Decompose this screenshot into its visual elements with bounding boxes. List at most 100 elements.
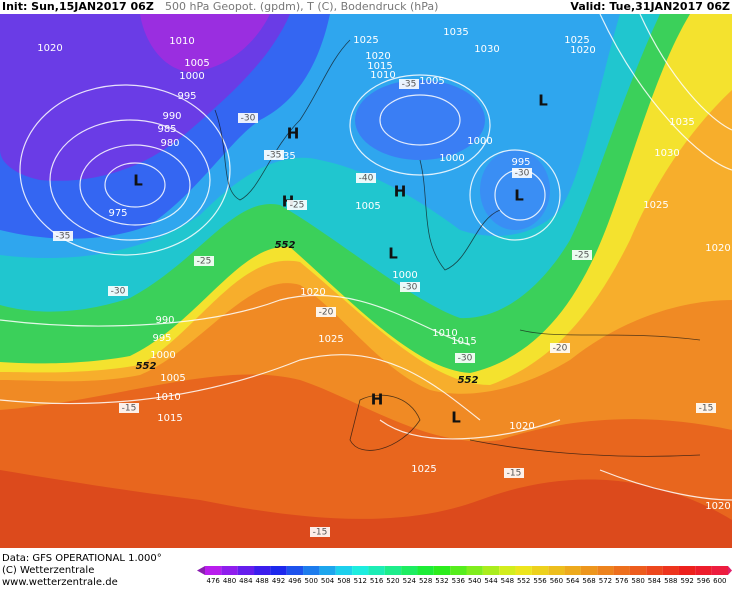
colorbar-arrow-left: [197, 566, 205, 575]
temperature-label: -25: [197, 257, 212, 267]
colorbar-label: 500: [305, 577, 318, 585]
temperature-label-box: [572, 250, 592, 260]
colorbar-swatch: [531, 566, 549, 575]
temperature-label-box: [310, 527, 330, 537]
isobar-label: 975: [108, 208, 127, 219]
isobar-label: 995: [152, 333, 171, 344]
colorbar-label: 536: [452, 577, 466, 585]
isobar-label: 1000: [179, 71, 204, 82]
temperature-label-box: [264, 150, 284, 160]
temperature-label-box: [287, 200, 307, 210]
pressure-center: L: [514, 187, 524, 205]
colorbar-swatch: [352, 566, 369, 575]
isobar-label: 1010: [169, 36, 194, 47]
isobar-label: 1025: [643, 200, 668, 211]
colorbar-swatch: [613, 566, 630, 575]
colorbar-label: 488: [256, 577, 269, 585]
isobar-label: 1020: [365, 51, 390, 62]
temperature-label-box: [356, 173, 376, 183]
colorbar-label: 504: [321, 577, 335, 585]
colorbar-label: 596: [697, 577, 711, 585]
website: www.wetterzentrale.de: [2, 577, 118, 587]
colorbar-label: 548: [501, 577, 514, 585]
colorbar-swatch: [564, 566, 581, 575]
colorbar-swatch: [286, 566, 304, 575]
pressure-center: L: [538, 92, 548, 110]
isobar-label: 1010: [155, 392, 180, 403]
temperature-label: -30: [403, 283, 418, 293]
pressure-center: H: [371, 391, 384, 409]
colorbar-label: 524: [403, 577, 417, 585]
temperature-label: -30: [458, 354, 473, 364]
temperature-label-box: [400, 282, 420, 292]
colorbar-label: 588: [664, 577, 677, 585]
data-source: Data: GFS OPERATIONAL 1.000°: [2, 553, 162, 564]
colorbar-swatch: [270, 566, 287, 575]
temperature-label: -30: [111, 287, 126, 297]
temperature-label-box: [238, 113, 258, 123]
colorbar-swatch: [482, 566, 500, 575]
colorbar-swatch: [466, 566, 483, 575]
temperature-label-box: [108, 286, 128, 296]
colorbar-label: 476: [206, 577, 220, 585]
colorbar-label: 496: [288, 577, 302, 585]
temperature-label-box: [119, 403, 139, 413]
colorbar-label: 540: [468, 577, 481, 585]
copyright: (C) Wetterzentrale: [2, 565, 94, 576]
temperature-label: -15: [313, 528, 328, 538]
isobar-label: 1020: [509, 421, 534, 432]
temperature-label: -30: [515, 169, 530, 179]
colorbar-label: 528: [419, 577, 432, 585]
colorbar-swatch: [515, 566, 532, 575]
temperature-label: -15: [507, 469, 522, 479]
colorbar-swatch: [450, 566, 467, 575]
colorbar-swatch: [335, 566, 353, 575]
valid-time: Valid: Tue,31JAN2017 06Z: [570, 0, 730, 13]
colorbar-swatch: [221, 566, 238, 575]
temperature-label: -25: [575, 251, 590, 261]
isobar-label: 990: [155, 315, 174, 326]
isobar-label: 1000: [392, 270, 417, 281]
colorbar-swatch: [384, 566, 402, 575]
isobar-label: 1000: [467, 136, 492, 147]
colorbar-label: 508: [337, 577, 350, 585]
colorbar-label: 568: [582, 577, 595, 585]
temperature-label: -25: [290, 201, 305, 211]
colorbar-label: 544: [484, 577, 498, 585]
isobar-label: 1015: [157, 413, 182, 424]
temperature-label-box: [455, 353, 475, 363]
colorbar-label: 580: [631, 577, 644, 585]
height-label: 552: [458, 375, 479, 386]
colorbar-swatch: [629, 566, 647, 575]
height-label: 552: [136, 361, 157, 372]
temperature-label: -15: [699, 404, 714, 414]
colorbar-label: 564: [566, 577, 580, 585]
isobar-label: 1015: [451, 336, 476, 347]
isobar-label: 1025: [564, 35, 589, 46]
colorbar-swatch: [401, 566, 418, 575]
isobar-label: 995: [177, 91, 196, 102]
colorbar-label: 484: [239, 577, 253, 585]
pressure-center: L: [451, 409, 461, 427]
temperature-label: -35: [56, 232, 71, 242]
isobar-label: 1020: [705, 243, 730, 254]
colorbar-label: 512: [354, 577, 367, 585]
temperature-label-box: [316, 307, 336, 317]
temperature-label: -30: [241, 114, 256, 124]
isobar-label: 1005: [419, 76, 444, 87]
isobar-label: 1025: [353, 35, 378, 46]
isobar-label: 1030: [654, 148, 679, 159]
isobar-label: 995: [511, 157, 530, 168]
isobar-label: 1030: [474, 44, 499, 55]
temperature-label-box: [399, 79, 419, 89]
isobar-label: 1005: [184, 58, 209, 69]
colorbar-label: 600: [713, 577, 726, 585]
colorbar-swatch: [548, 566, 565, 575]
map-title: 500 hPa Geopot. (gpdm), T (C), Bodendruc…: [165, 0, 438, 13]
colorbar-label: 516: [370, 577, 384, 585]
pressure-center: L: [388, 245, 398, 263]
isobar-label: 1020: [300, 287, 325, 298]
isobar-label: 1035: [669, 117, 694, 128]
temperature-label-box: [194, 256, 214, 266]
